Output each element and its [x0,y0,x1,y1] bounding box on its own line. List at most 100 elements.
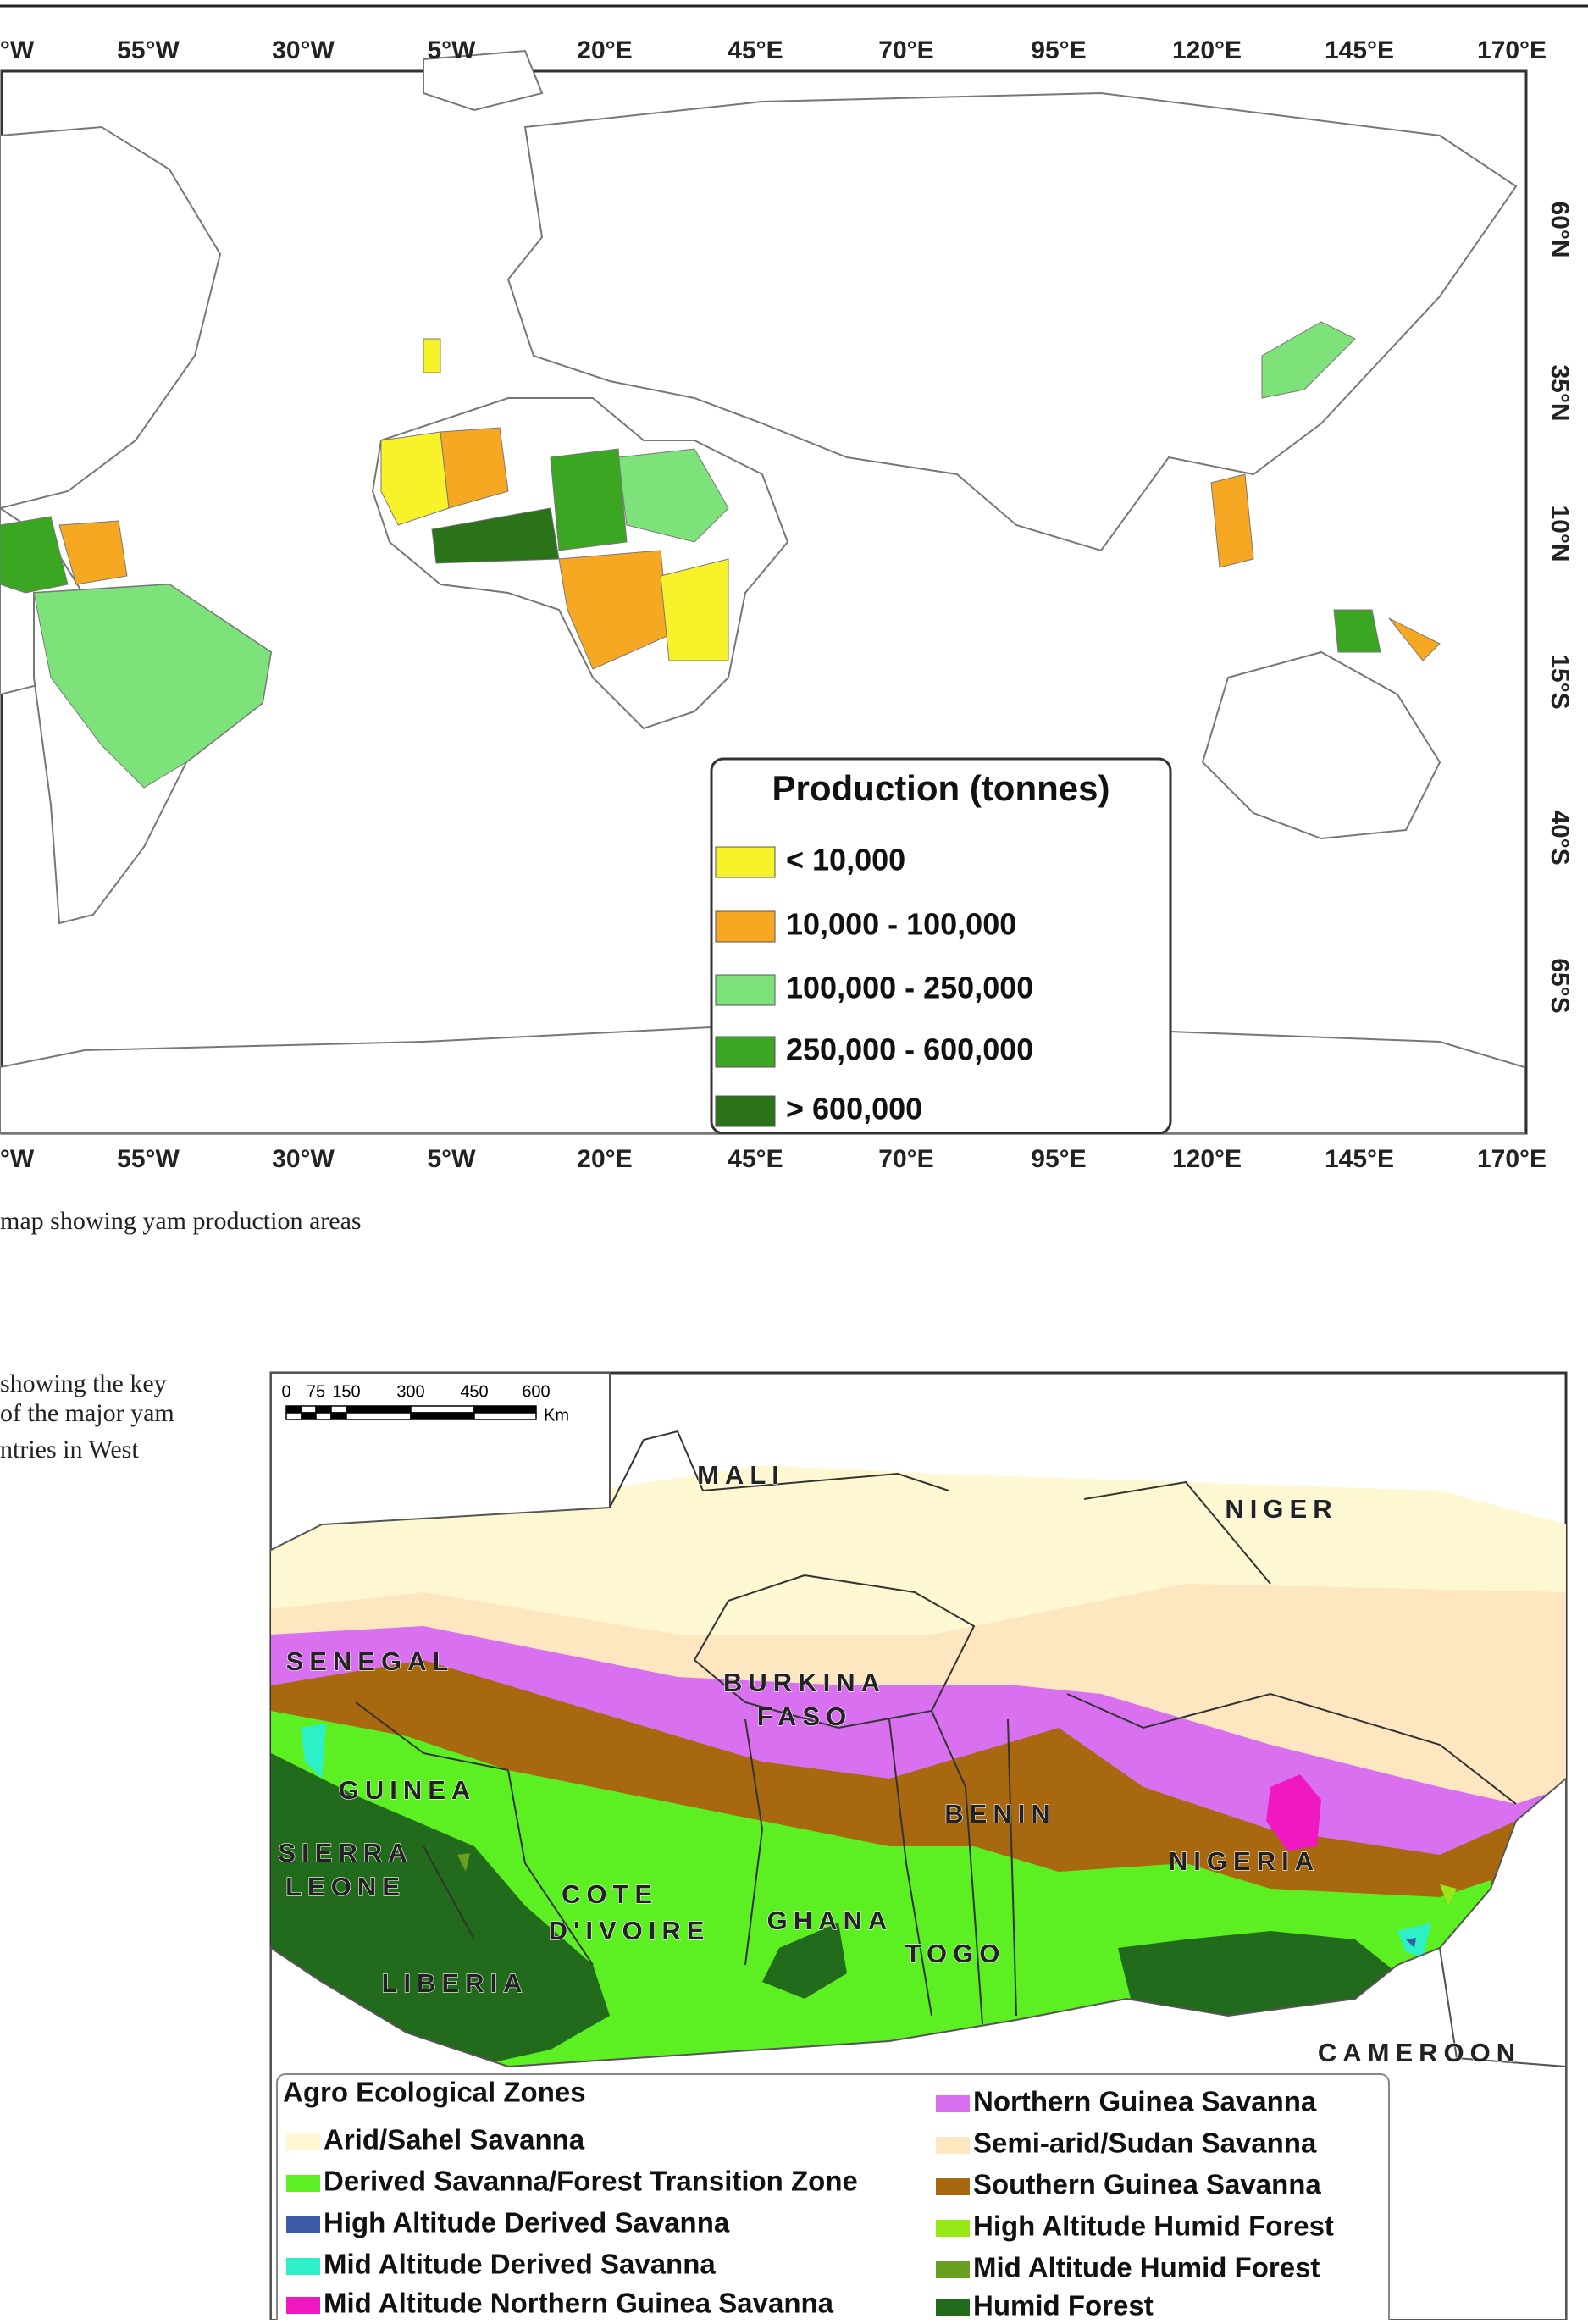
legend-label: Southern Guinea Savanna [973,2169,1321,2200]
legend-swatch [286,2216,320,2233]
scale-segment [346,1412,412,1420]
longitude-label: 20°E [577,36,632,64]
legend-label: Northern Guinea Savanna [973,2086,1317,2117]
legend-label: High Altitude Humid Forest [973,2211,1334,2242]
border [931,1710,983,2025]
legend-swatch [286,2133,320,2150]
production-region [1210,473,1254,568]
legend-label: < 10,000 [786,843,905,877]
legend-title: Production (tonnes) [772,768,1110,808]
production-region [440,427,509,509]
production-region [660,558,729,661]
legend-box [276,2073,1390,2324]
zone-region [1266,1774,1321,1851]
body-text: of the major yam [0,1399,174,1427]
scale-segment [346,1405,412,1414]
country-label: LIBERIA [382,1968,528,1998]
production-region [1333,609,1381,653]
scale-segment [410,1412,475,1420]
country-label: BURKINA [723,1668,886,1697]
border [1066,1692,1517,1805]
body-text: ntries in West [0,1436,139,1464]
longitude-label: °W [0,1145,35,1173]
landmass [506,91,1518,552]
border [693,1574,976,1729]
legend-title: Agro Ecological Zones [283,2077,586,2108]
legend-swatch [286,2258,320,2275]
zone-region [1440,1884,1457,1906]
zone-map: 0 75 150 300 450 600 Km MALI NIGER SENEGAL BURKINA… [269,1371,1568,2324]
longitude-label: 5°W [428,1145,477,1173]
production-region [617,448,729,543]
legend-swatch [286,2297,320,2314]
latitude-label: 15°S [1546,654,1574,709]
longitude-label: 120°E [1172,36,1242,64]
world-map: °W °W 55°W 55°W 30°W 30°W 5°W 5°W 20°E 20°E 45°E 45… [0,36,1574,1173]
scale-label: 0 [281,1382,290,1401]
legend-box [710,757,1172,1135]
legend-label: 100,000 - 250,000 [786,971,1033,1005]
longitude-label: 95°E [1031,36,1086,64]
longitude-label: 5°W [428,36,477,64]
body-text: showing the key [0,1370,167,1397]
latitude-label: 40°S [1546,810,1574,865]
production-region [1261,321,1356,399]
country-label: GUINEA [339,1775,477,1805]
legend-swatch [715,846,776,878]
scale-segment [285,1412,302,1420]
legend-swatch [936,2220,970,2237]
country-label: TOGO [905,1939,1006,1968]
scale-label: 75 [307,1382,325,1401]
production-region [58,520,128,585]
longitude-label: 145°E [1325,36,1394,64]
latitude-label: 60°N [1546,201,1574,257]
legend-label: High Altitude Derived Savanna [324,2207,730,2238]
zone-region [1406,1938,1416,1948]
scale-label: 600 [522,1382,550,1401]
longitude-label: 20°E [577,1145,632,1173]
scale-segment [330,1412,347,1420]
longitude-label: 45°E [728,1145,783,1173]
scale-label: 150 [332,1382,360,1401]
longitude-label: 170°E [1477,1145,1547,1173]
production-region [558,550,670,670]
country-label: D'IVOIRE [549,1916,711,1945]
production-region [380,431,450,526]
country-label: CAMEROON [1318,2038,1521,2067]
legend-swatch [936,2095,970,2112]
country-label: LEONE [285,1872,406,1901]
border [744,1718,764,1966]
scale-segment [301,1405,317,1414]
country-label: NIGER [1225,1494,1337,1524]
zone-region [457,1853,470,1872]
scale-segment [315,1412,332,1420]
longitude-label: 145°E [1325,1145,1394,1173]
legend-swatch [715,1036,776,1068]
legend-label: Arid/Sahel Savanna [324,2124,585,2155]
country-label: SIERRA [278,1838,412,1868]
country-label: SENEGAL [286,1646,455,1676]
country-label: COTE [562,1879,658,1909]
latitude-label: 10°N [1546,505,1574,562]
legend-label: Humid Forest [973,2290,1154,2320]
border [1007,1718,1017,2017]
scale-segment [301,1412,317,1420]
longitude-label: °W [0,36,35,64]
country-label: GHANA [767,1906,894,1935]
legend-label: 10,000 - 100,000 [786,907,1016,942]
production-region [550,448,628,551]
scale-label: 450 [460,1382,488,1401]
border [507,1769,594,1966]
legend-label: Derived Savanna/Forest Transition Zone [324,2166,858,2197]
legend-swatch [936,2299,970,2316]
longitude-label: 70°E [878,36,933,64]
border [355,1702,509,1771]
legend-label: 250,000 - 600,000 [786,1032,1033,1067]
country-label: BENIN [944,1799,1055,1829]
legend-swatch [286,2175,320,2192]
scale-segment [330,1405,347,1414]
scale-segment [315,1405,332,1414]
scale-segment [285,1405,302,1414]
landmass [0,125,222,510]
